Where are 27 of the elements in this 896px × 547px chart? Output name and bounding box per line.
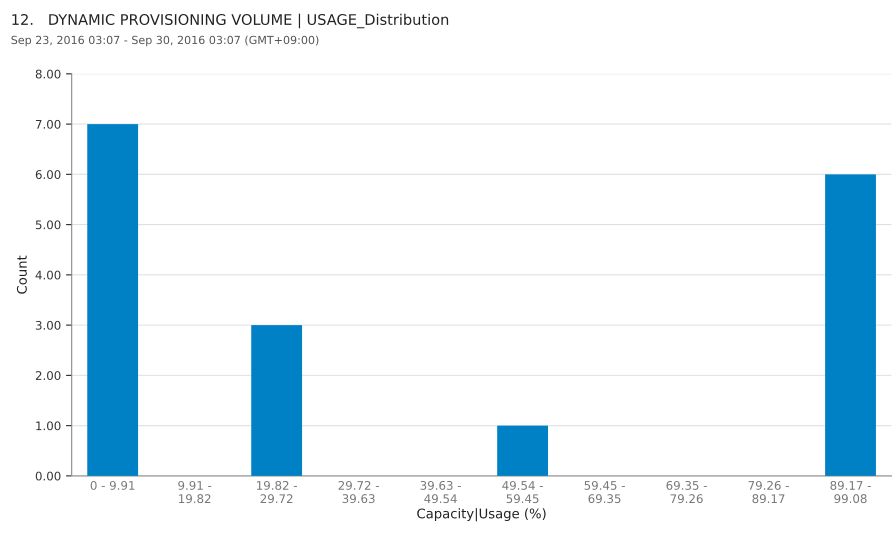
y-tick-label: 7.00 xyxy=(36,120,60,129)
x-tick-label: 69.35 - 79.26 xyxy=(666,480,707,504)
x-axis-title: Capacity|Usage (%) xyxy=(417,508,546,522)
y-tick-label: 3.00 xyxy=(36,320,60,330)
y-tick-label: 5.00 xyxy=(36,220,60,230)
y-tick-label: 2.00 xyxy=(36,371,60,380)
y-tick-label: 6.00 xyxy=(36,170,60,180)
bar xyxy=(251,325,302,476)
chart-title: 12. DYNAMIC PROVISIONING VOLUME | USAGE_Distribution xyxy=(12,14,448,28)
y-tick-label: 0.00 xyxy=(36,472,60,481)
x-tick-label: 79.26 - 89.17 xyxy=(748,480,789,504)
x-tick-label: 89.17 - 99.08 xyxy=(830,480,871,504)
x-tick-label: 39.63 - 49.54 xyxy=(420,480,461,504)
y-tick-label: 4.00 xyxy=(36,270,60,280)
x-tick-label: 29.72 - 39.63 xyxy=(338,480,379,504)
y-tick-label: 8.00 xyxy=(36,70,60,78)
bar xyxy=(825,174,876,476)
x-tick-label: 59.45 - 69.35 xyxy=(584,480,625,504)
x-tick-label: 9.91 - 19.82 xyxy=(178,480,212,504)
x-tick-label: 49.54 - 59.45 xyxy=(502,480,543,504)
bar xyxy=(497,426,548,476)
chart-subtitle: Sep 23, 2016 03:07 - Sep 30, 2016 03:07 (GMT+09:00) xyxy=(11,36,318,46)
y-tick-label: 1.00 xyxy=(36,421,60,430)
x-tick-label: 0 - 9.91 xyxy=(90,480,134,490)
y-axis-title: Count xyxy=(16,256,27,294)
x-tick-label: 19.82 - 29.72 xyxy=(257,480,297,504)
bar xyxy=(87,124,138,476)
